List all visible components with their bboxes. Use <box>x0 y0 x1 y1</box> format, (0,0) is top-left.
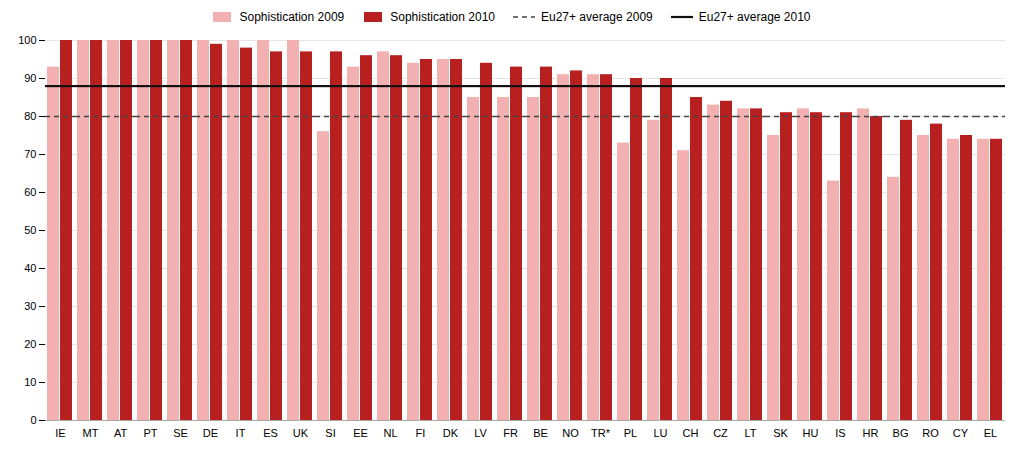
svg-text:100: 100 <box>18 34 36 46</box>
svg-text:ES: ES <box>263 427 278 439</box>
svg-text:LV: LV <box>474 427 487 439</box>
svg-text:EL: EL <box>984 427 997 439</box>
svg-text:EE: EE <box>353 427 368 439</box>
svg-text:BG: BG <box>893 427 909 439</box>
svg-text:UK: UK <box>293 427 309 439</box>
svg-text:CH: CH <box>683 427 699 439</box>
svg-text:PL: PL <box>624 427 637 439</box>
svg-text:LU: LU <box>653 427 667 439</box>
svg-text:40: 40 <box>24 262 36 274</box>
svg-text:IE: IE <box>55 427 65 439</box>
svg-text:DK: DK <box>443 427 459 439</box>
svg-text:NO: NO <box>562 427 579 439</box>
svg-text:LT: LT <box>744 427 756 439</box>
svg-text:RO: RO <box>922 427 939 439</box>
svg-text:DE: DE <box>203 427 218 439</box>
svg-text:80: 80 <box>24 110 36 122</box>
svg-text:HU: HU <box>803 427 819 439</box>
svg-text:50: 50 <box>24 224 36 236</box>
svg-text:SK: SK <box>773 427 788 439</box>
svg-text:PT: PT <box>143 427 157 439</box>
html-text:Sophistication 2009: Sophistication 2009 <box>239 10 345 24</box>
svg-text:0: 0 <box>30 414 36 426</box>
svg-text:70: 70 <box>24 148 36 160</box>
svg-text:BE: BE <box>533 427 548 439</box>
svg-text:MT: MT <box>83 427 99 439</box>
svg-text:CZ: CZ <box>713 427 728 439</box>
svg-text:NL: NL <box>383 427 397 439</box>
svg-text:SI: SI <box>325 427 335 439</box>
svg-text:HR: HR <box>863 427 879 439</box>
svg-text:IS: IS <box>835 427 845 439</box>
svg-text:FR: FR <box>503 427 518 439</box>
svg-text:IT: IT <box>236 427 246 439</box>
html-text:Eu27+ average 2009: Eu27+ average 2009 <box>541 10 653 24</box>
svg-text:20: 20 <box>24 338 36 350</box>
svg-text:TR*: TR* <box>591 427 611 439</box>
svg-text:90: 90 <box>24 72 36 84</box>
svg-text:CY: CY <box>953 427 969 439</box>
html-text:Eu27+ average 2010: Eu27+ average 2010 <box>698 10 811 24</box>
svg-text:AT: AT <box>114 427 128 439</box>
svg-text:10: 10 <box>24 376 36 388</box>
html-text:Sophistication 2010: Sophistication 2010 <box>390 10 495 24</box>
svg-text:30: 30 <box>24 300 36 312</box>
svg-text:60: 60 <box>24 186 36 198</box>
svg-text:FI: FI <box>416 427 426 439</box>
svg-text:SE: SE <box>173 427 188 439</box>
